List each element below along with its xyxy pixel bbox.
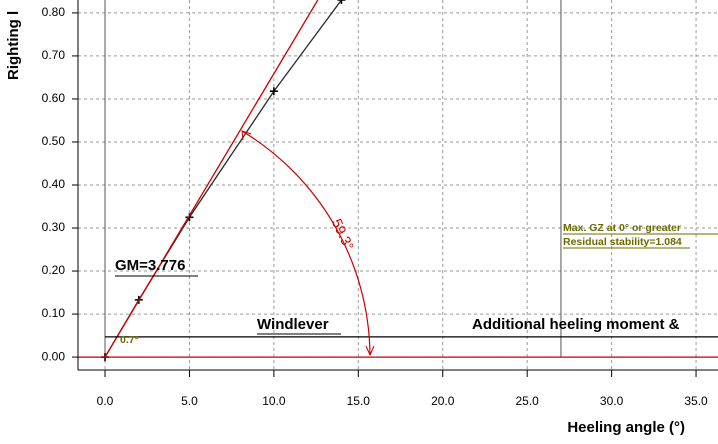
point-marker [337,0,346,4]
x-tick-label: 10.0 [262,394,286,408]
annotation: 0.7° [120,334,139,346]
y-tick-label: 0.00 [42,349,66,363]
x-tick-label: 20.0 [431,394,455,408]
angle-label: 59.3° [329,216,357,253]
annotation: Additional heeling moment & [472,316,680,333]
x-tick-label: 0.0 [97,394,114,408]
y-axis-title: Righting l [5,11,22,80]
plot-area [78,0,718,362]
x-tick-label: 25.0 [516,394,540,408]
y-tick-label: 0.60 [42,91,66,105]
y-tick-label: 0.40 [42,177,66,191]
arc-arrow [365,345,375,357]
x-tick-label: 35.0 [684,394,708,408]
y-tick-label: 0.80 [42,5,66,19]
x-tick-label: 15.0 [347,394,371,408]
x-tick-label: 5.0 [181,394,198,408]
y-tick-label: 0.30 [42,220,66,234]
grid [78,0,718,370]
y-tick-label: 0.50 [42,134,66,148]
x-tick-label: 30.0 [600,394,624,408]
angle-arc [241,130,371,356]
series-line [104,0,319,358]
annotation: Residual stability=1.084 [563,236,682,248]
y-tick-label: 0.70 [42,48,66,62]
y-tick-label: 0.20 [42,263,66,277]
point-marker [269,87,278,96]
annotation: Max. GZ at 0° or greater [563,222,681,234]
series-line [104,0,342,358]
x-axis-title: Heeling angle (°) [567,419,685,436]
y-tick-label: 0.10 [42,306,66,320]
arc-arrow [241,130,252,141]
annotation: Windlever [257,316,329,333]
annotation: GM=3.776 [115,257,185,274]
